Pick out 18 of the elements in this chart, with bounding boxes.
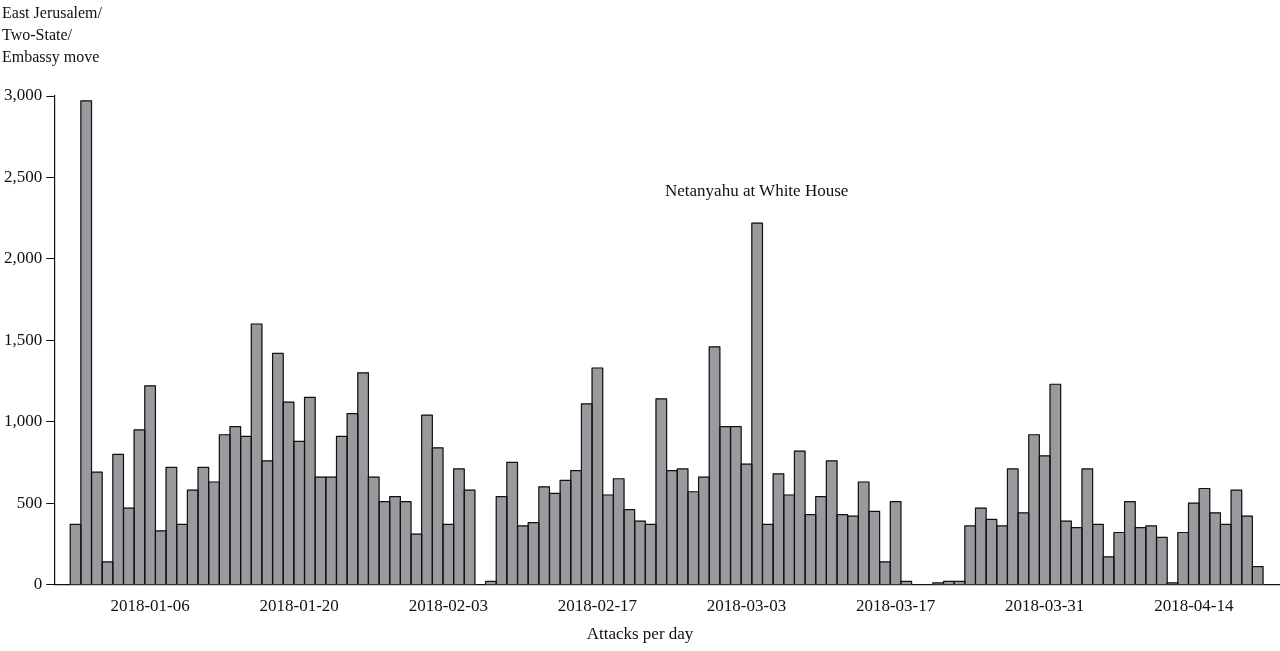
y-tick-label: 1,000: [4, 411, 43, 431]
y-tick-label: 2,000: [4, 248, 43, 268]
x-tick-label: 2018-01-06: [110, 596, 190, 616]
annotation: Netanyahu at White House: [665, 181, 849, 201]
x-tick-label: 2018-02-17: [557, 596, 638, 616]
x-tick-label: 2018-03-03: [706, 596, 787, 616]
x-tick-label: 2018-02-03: [408, 596, 488, 616]
text: East Jerusalem/ Two-State/ Embassy move: [2, 3, 102, 68]
y-tick-label: 1,500: [4, 329, 43, 349]
y-tick-label: 0: [33, 574, 43, 594]
y-tick-label: 500: [16, 492, 43, 512]
x-tick-label: 2018-01-20: [259, 596, 339, 616]
y-tick-label: 2,500: [4, 166, 43, 186]
x-tick-label: 2018-03-31: [1005, 596, 1085, 616]
x-axis-title: Attacks per day: [585, 624, 695, 644]
y-tick-label: 3,000: [4, 85, 43, 105]
x-tick-label: 2018-03-17: [855, 596, 936, 616]
x-tick-label: 2018-04-14: [1154, 596, 1234, 616]
